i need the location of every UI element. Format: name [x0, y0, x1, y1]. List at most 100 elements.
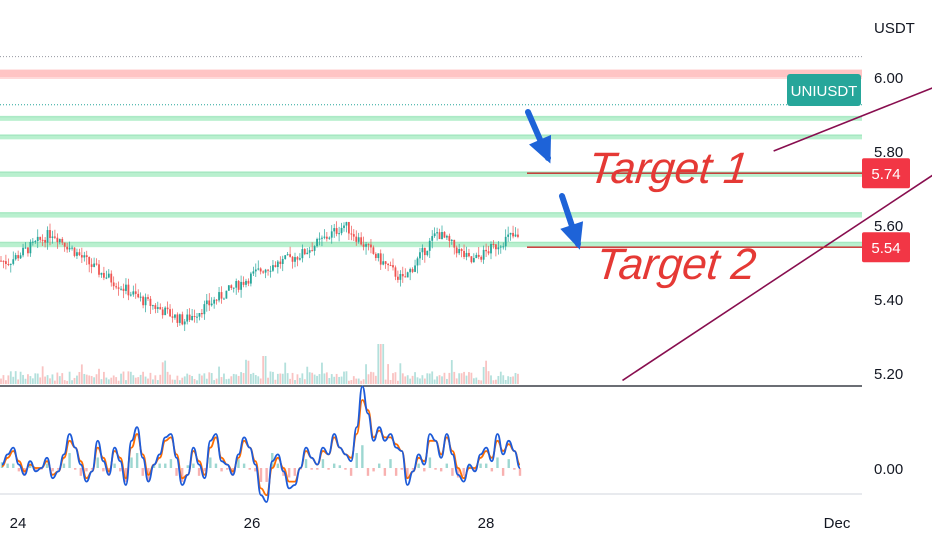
volume-bar	[299, 377, 301, 384]
candle-body	[154, 305, 157, 309]
candle-body	[495, 244, 497, 250]
oscillator-histogram-bar	[51, 468, 54, 472]
oscillator-histogram-bar	[17, 468, 21, 472]
oscillator-histogram-bar	[119, 468, 122, 472]
oscillator-histogram-bar	[423, 468, 426, 472]
volume-bar	[357, 378, 360, 384]
candle-body	[54, 236, 56, 238]
volume-bar	[321, 362, 323, 384]
volume-bar	[27, 374, 29, 384]
candle-body	[499, 246, 502, 248]
oscillator-histogram-bar	[316, 468, 319, 470]
volume-bar	[144, 376, 147, 384]
candle-body	[19, 255, 22, 259]
volume-bar	[384, 379, 387, 384]
volume-bar	[176, 375, 179, 384]
candle-body	[333, 228, 336, 232]
volume-bar	[213, 380, 216, 384]
candle-body	[73, 247, 76, 256]
resistance-zone	[0, 69, 862, 77]
volume-bar	[73, 377, 76, 384]
volume-bar	[61, 373, 64, 384]
candle-body	[22, 247, 24, 256]
volume-bar	[110, 377, 113, 384]
candle-body	[301, 249, 304, 259]
oscillator-histogram-bar	[254, 468, 257, 472]
candle-body	[2, 260, 5, 262]
target-arrow-1-icon	[525, 109, 552, 164]
volume-bar	[330, 374, 333, 384]
volume-bar	[122, 371, 125, 384]
candle-body	[269, 270, 272, 272]
candle-body	[242, 281, 245, 285]
candle-body	[401, 274, 404, 277]
candle-body	[299, 258, 301, 260]
candle-body	[5, 261, 7, 264]
volume-bar	[276, 373, 279, 384]
candle-body	[125, 284, 127, 291]
candle-body	[289, 254, 291, 257]
candle-body	[252, 271, 255, 274]
candle-body	[514, 234, 517, 237]
candle-body	[71, 247, 73, 249]
candle-body	[51, 236, 54, 238]
candle-body	[142, 296, 144, 306]
candle-body	[225, 290, 228, 299]
volume-bar	[159, 374, 162, 384]
candle-body	[387, 263, 389, 266]
volume-bar	[328, 378, 331, 384]
oscillator-histogram-bar	[468, 463, 471, 468]
candle-body	[384, 261, 387, 264]
candle-body	[311, 250, 314, 252]
volume-bar	[296, 374, 299, 384]
candle-body	[274, 265, 277, 268]
volume-bar	[250, 373, 252, 384]
candle-body	[414, 265, 416, 272]
volume-bar	[225, 379, 228, 384]
volume-bar	[63, 380, 66, 384]
candle-body	[330, 231, 333, 238]
volume-bar	[311, 372, 314, 384]
candle-body	[137, 293, 140, 298]
volume-bar	[490, 375, 492, 384]
volume-bar	[137, 377, 140, 384]
candle-body	[41, 239, 44, 241]
price-tick-label: 6.00	[874, 70, 903, 87]
candle-body	[458, 249, 461, 254]
candle-body	[492, 243, 495, 245]
volume-bar	[230, 376, 233, 384]
oscillator-histogram-bar	[102, 468, 105, 472]
candle-body	[0, 260, 2, 262]
candle-body	[112, 282, 115, 287]
volume-bar	[426, 373, 429, 384]
oscillator-histogram-bar	[90, 468, 94, 470]
volume-bar	[267, 377, 269, 384]
volume-bar	[208, 372, 211, 384]
volume-bar	[220, 377, 223, 384]
candle-body	[29, 242, 32, 254]
volume-bar	[438, 375, 441, 384]
volume-bar	[262, 356, 265, 384]
candle-body	[134, 291, 137, 294]
candle-body	[95, 263, 98, 265]
candle-body	[215, 299, 218, 301]
candle-body	[110, 273, 113, 283]
candle-body	[455, 247, 458, 254]
oscillator-histogram-bar	[496, 457, 499, 468]
oscillator-histogram-bar	[378, 463, 381, 468]
volume-bar	[186, 373, 189, 384]
volume-bar	[54, 380, 56, 384]
oscillator-histogram-bar	[130, 457, 133, 468]
candle-body	[262, 271, 265, 273]
volume-bar	[39, 377, 42, 384]
oscillator-histogram-bar	[45, 463, 49, 468]
oscillator-histogram-bar	[141, 468, 144, 476]
support-zone-3	[0, 171, 862, 177]
price-tick-label: 5.80	[874, 144, 903, 161]
volume-bar	[240, 372, 242, 384]
candle-body	[325, 236, 328, 239]
candle-body	[201, 313, 203, 315]
volume-bar	[78, 372, 81, 384]
candle-body	[465, 252, 468, 257]
